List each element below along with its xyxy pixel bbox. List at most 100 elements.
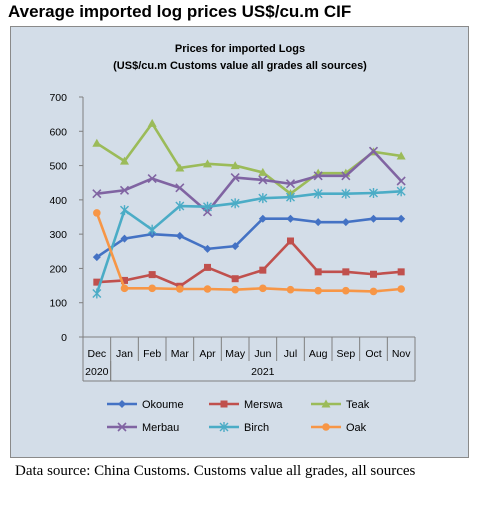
legend-label-teak: Teak: [346, 399, 370, 411]
data-point-merswa: [93, 278, 101, 286]
legend-label-merbau: Merbau: [142, 422, 179, 434]
data-point-birch: [341, 188, 351, 199]
series-line-okoume: [96, 217, 402, 259]
data-point-merbau: [147, 174, 157, 184]
marker-stroke: [341, 171, 351, 181]
data-point-birch: [203, 201, 212, 212]
data-point-merbau: [313, 171, 323, 181]
y-tick-label: 500: [49, 161, 67, 173]
data-point-merbau: [396, 176, 406, 186]
y-tick-label: 300: [49, 229, 67, 241]
x-tick-label: Apr: [199, 348, 216, 360]
data-point-oak: [231, 285, 239, 294]
x-tick-label: Nov: [392, 348, 411, 360]
legend-label-birch: Birch: [244, 422, 269, 434]
data-point-birch: [92, 288, 102, 299]
data-point-teak: [147, 118, 157, 127]
marker-stroke: [175, 183, 185, 193]
series-line-oak: [95, 212, 402, 293]
data-point-merswa: [342, 268, 350, 276]
y-tick-label: 600: [49, 126, 67, 138]
axes: 0 100 200 300 400 500 600 700 Dec Jan Feb Mar Apr May…: [49, 92, 416, 382]
legend-item-teak: Teak: [311, 399, 370, 411]
data-point-merswa: [287, 237, 294, 245]
chart-subtitle: (US$/cu.m Customs value all grades all s…: [113, 60, 367, 72]
y-tick-label: 700: [49, 92, 67, 104]
data-point-merbau: [341, 171, 351, 181]
data-point-birch: [258, 193, 268, 204]
legend-marker-okoume: [118, 400, 126, 408]
legend-marker-merswa: [220, 400, 228, 408]
marker-stroke: [368, 146, 379, 156]
legend-marker-teak: [321, 399, 331, 408]
data-point-oak: [342, 286, 350, 295]
data-point-oak: [203, 285, 212, 293]
data-point-merbau: [92, 189, 102, 199]
data-point-merswa: [121, 276, 128, 284]
data-point-okoume: [120, 234, 129, 243]
data-point-birch: [396, 186, 406, 197]
legend-label-oak: Oak: [346, 422, 367, 434]
data-point-birch: [147, 224, 157, 235]
chart-frame: Prices for imported Logs (US$/cu.m Custo…: [10, 26, 469, 458]
marker-stroke: [285, 179, 296, 189]
x-tick-label: May: [225, 348, 246, 360]
y-tick-label: 0: [61, 332, 67, 344]
series-merbau: [92, 146, 406, 217]
source-note: Data source: China Customs. Customs valu…: [15, 463, 416, 479]
data-point-birch: [175, 201, 185, 212]
marker-stroke: [92, 189, 102, 199]
data-point-oak: [397, 285, 405, 293]
legend-marker-merbau: [117, 422, 127, 432]
x-tick-label: Mar: [171, 348, 190, 360]
page-heading: Average imported log prices US$/cu.m CIF: [8, 2, 352, 21]
data-point-merswa: [231, 275, 239, 283]
data-point-merbau: [175, 183, 185, 193]
series-line-merswa: [96, 239, 402, 288]
legend: Okoume Merswa Teak Merbau Birch Oak: [107, 399, 370, 434]
data-point-birch: [286, 192, 295, 203]
legend-item-oak: Oak: [311, 422, 367, 434]
series-teak: [92, 118, 406, 198]
legend-marker-birch: [219, 422, 229, 432]
data-point-okoume: [369, 214, 378, 223]
y-tick-label: 400: [49, 195, 67, 207]
data-point-oak: [286, 285, 295, 294]
data-point-okoume: [397, 214, 406, 223]
x-tick-label: Jun: [254, 348, 271, 360]
data-point-teak: [203, 159, 212, 168]
data-point-merswa: [314, 268, 322, 276]
data-point-oak: [314, 286, 322, 295]
data-point-teak: [175, 163, 185, 172]
data-point-merswa: [259, 266, 267, 274]
series-line-teak: [96, 122, 402, 195]
marker-stroke: [119, 185, 130, 195]
data-point-oak: [120, 284, 129, 293]
line-chart: Prices for imported Logs (US$/cu.m Custo…: [49, 43, 416, 434]
data-point-okoume: [203, 244, 212, 253]
legend-label-okoume: Okoume: [142, 399, 184, 411]
marker-stroke: [396, 176, 406, 186]
series-oak: [93, 209, 405, 296]
legend-item-birch: Birch: [209, 422, 269, 434]
data-point-okoume: [258, 214, 267, 223]
data-point-okoume: [92, 253, 101, 262]
x-tick-label: Aug: [309, 348, 328, 360]
legend-item-okoume: Okoume: [107, 399, 184, 411]
marker-stroke: [258, 175, 268, 185]
chart-title: Prices for imported Logs: [175, 43, 305, 55]
x-tick-label: Oct: [365, 348, 381, 360]
data-point-okoume: [314, 218, 323, 227]
data-point-birch: [369, 188, 378, 198]
data-point-okoume: [286, 214, 295, 223]
data-point-okoume: [231, 242, 240, 251]
data-point-oak: [93, 209, 101, 217]
marker-stroke: [313, 171, 323, 181]
data-point-oak: [259, 284, 267, 293]
data-point-birch: [313, 188, 323, 199]
data-point-merswa: [148, 271, 156, 279]
data-point-teak: [92, 138, 102, 147]
series-layer: [92, 118, 406, 299]
data-point-okoume: [175, 231, 184, 240]
data-point-teak: [230, 161, 240, 170]
